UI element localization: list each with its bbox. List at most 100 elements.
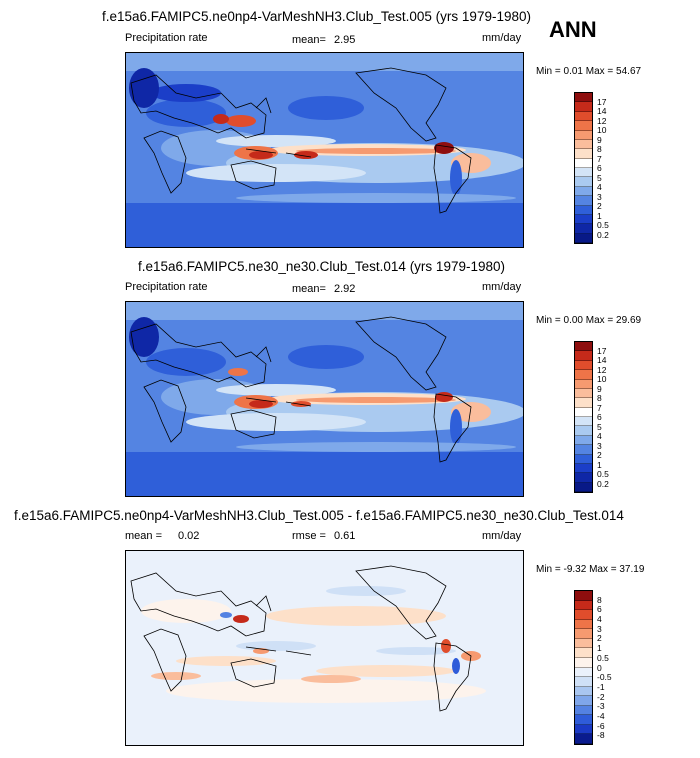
- colorbar-level-label: 8: [597, 594, 602, 605]
- panel-1-map: [125, 52, 524, 248]
- colorbar-box: [575, 435, 592, 446]
- colorbar-level-label: 5: [597, 421, 602, 432]
- panel-1-title: f.e15a6.FAMIPC5.ne0np4-VarMeshNH3.Club_T…: [102, 9, 531, 24]
- colorbar-level-label: 3: [597, 440, 602, 451]
- colorbar-level-label: 17: [597, 96, 607, 107]
- panel-3-map: [125, 550, 524, 746]
- colorbar-box: [575, 139, 592, 150]
- colorbar-box: [575, 121, 592, 131]
- colorbar-level-label: 9: [597, 383, 602, 394]
- colorbar-level-label: 10: [597, 374, 607, 384]
- colorbar-box: [575, 648, 592, 658]
- panel-1-units: mm/day: [482, 32, 522, 44]
- panel-3-colorbar: [574, 590, 593, 745]
- colorbar-box: [575, 379, 592, 389]
- colorbar-level-label: 2: [597, 633, 602, 644]
- colorbar-level-label: 12: [597, 115, 607, 126]
- colorbar-box: [575, 233, 592, 243]
- colorbar-box: [575, 214, 592, 225]
- colorbar-box: [575, 205, 592, 215]
- colorbar-level-label: 6: [597, 163, 602, 173]
- panel-2-variable-label: Precipitation rate: [125, 281, 208, 293]
- colorbar-level-label: 10: [597, 125, 607, 135]
- panel-1-variable-label: Precipitation rate: [125, 32, 208, 44]
- panel-1-map-svg: [126, 53, 523, 247]
- season-label: ANN: [549, 17, 597, 42]
- colorbar-level-label: 12: [597, 364, 607, 375]
- panel-3-mean-value: 0.02: [178, 530, 200, 542]
- colorbar-level-label: 9: [597, 134, 602, 145]
- colorbar-level-label: 0.5: [597, 220, 609, 230]
- panel-2-min-max: Min = 0.00 Max = 29.69: [536, 315, 642, 326]
- colorbar-level-label: -4: [597, 710, 605, 721]
- colorbar-level-label: 7: [597, 153, 602, 164]
- panel-1-colorbar: [574, 92, 593, 244]
- panel-3-rmse-label: rmse =: [292, 530, 326, 542]
- colorbar-box: [575, 196, 592, 206]
- panel-3-title: f.e15a6.FAMIPC5.ne0np4-VarMeshNH3.Club_T…: [14, 508, 624, 523]
- panel-2-map: [125, 301, 524, 497]
- panel-2-mean-value: 2.92: [334, 283, 356, 295]
- colorbar-level-label: 3: [597, 623, 602, 634]
- colorbar-box: [575, 482, 592, 492]
- colorbar-box: [575, 370, 592, 380]
- colorbar-level-label: 14: [597, 106, 607, 116]
- colorbar-level-label: 0.5: [597, 469, 609, 479]
- colorbar-box: [575, 224, 592, 234]
- colorbar-box: [575, 111, 592, 122]
- colorbar-box: [575, 463, 592, 474]
- colorbar-level-label: 3: [597, 191, 602, 202]
- colorbar-level-label: 4: [597, 431, 602, 441]
- colorbar-level-label: 1: [597, 643, 602, 654]
- colorbar-level-label: -3: [597, 701, 605, 712]
- colorbar-box: [575, 445, 592, 455]
- panel-2-units: mm/day: [482, 281, 522, 293]
- colorbar-level-label: -8: [597, 730, 605, 741]
- colorbar-box: [575, 724, 592, 735]
- colorbar-box: [575, 158, 592, 168]
- colorbar-level-label: 17: [597, 345, 607, 356]
- colorbar-box: [575, 638, 592, 649]
- colorbar-level-label: -2: [597, 691, 605, 702]
- colorbar-box: [575, 130, 592, 140]
- colorbar-box: [575, 454, 592, 464]
- panel-1-min-max: Min = 0.01 Max = 54.67: [536, 66, 642, 77]
- colorbar-box: [575, 351, 592, 361]
- colorbar-box: [575, 168, 592, 178]
- colorbar-level-label: 2: [597, 201, 602, 211]
- colorbar-level-label: 8: [597, 393, 602, 403]
- colorbar-box: [575, 610, 592, 620]
- colorbar-level-label: 4: [597, 182, 602, 192]
- colorbar-level-label: 6: [597, 604, 602, 615]
- colorbar-box: [575, 177, 592, 187]
- colorbar-box: [575, 600, 592, 611]
- panel-1-mean-value: 2.95: [334, 34, 356, 46]
- colorbar-box: [575, 398, 592, 408]
- colorbar-level-label: 1: [597, 459, 602, 470]
- colorbar-level-label: -0.5: [597, 672, 612, 683]
- colorbar-box: [575, 102, 592, 112]
- colorbar-level-label: 0.2: [597, 478, 609, 489]
- panel-2-mean-label: mean=: [292, 283, 326, 295]
- colorbar-level-label: 14: [597, 355, 607, 365]
- colorbar-box: [575, 407, 592, 417]
- colorbar-level-label: 5: [597, 172, 602, 183]
- panel-3-min-max: Min = -9.32 Max = 37.19: [536, 564, 645, 575]
- colorbar-level-label: -1: [597, 681, 605, 692]
- colorbar-level-label: 6: [597, 412, 602, 422]
- colorbar-box: [575, 667, 592, 678]
- panel-2-colorbar: [574, 341, 593, 493]
- colorbar-box: [575, 93, 592, 103]
- colorbar-box: [575, 591, 592, 601]
- colorbar-box: [575, 686, 592, 697]
- panel-3-rmse-value: 0.61: [334, 530, 356, 542]
- colorbar-level-label: 7: [597, 402, 602, 413]
- panel-3-mean-label: mean =: [125, 530, 162, 542]
- colorbar-box: [575, 619, 592, 630]
- colorbar-level-label: 0.5: [597, 652, 609, 663]
- colorbar-level-label: 1: [597, 210, 602, 221]
- colorbar-box: [575, 629, 592, 639]
- colorbar-box: [575, 657, 592, 668]
- panel-2-map-svg: [126, 302, 523, 496]
- panel-1-mean-label: mean=: [292, 34, 326, 46]
